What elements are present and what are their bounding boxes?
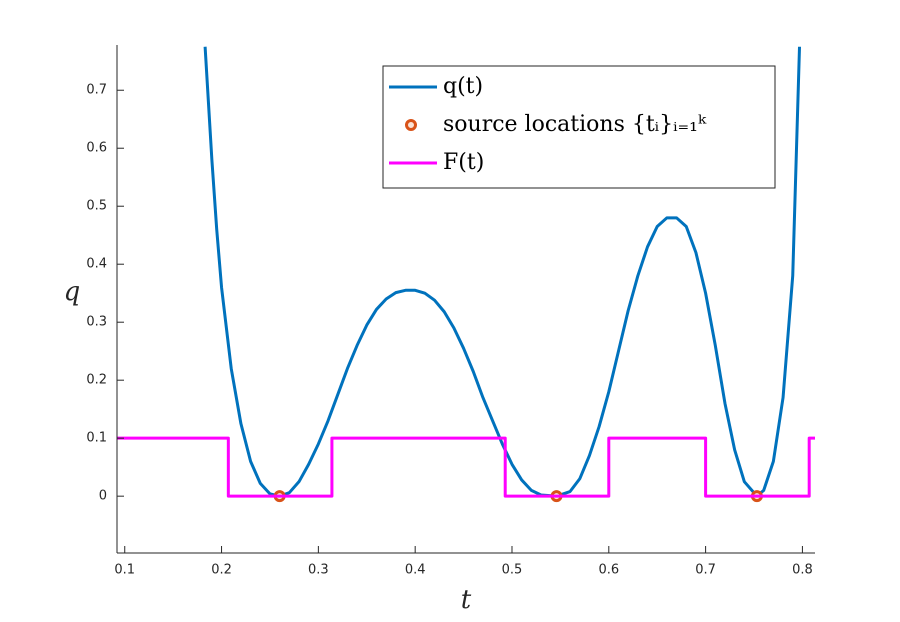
plot-area [117, 46, 815, 503]
y-axis-label: q [64, 277, 81, 307]
y-tick-label: 0.2 [86, 373, 107, 388]
legend-marker [405, 119, 417, 131]
y-tick-label: 0.3 [86, 315, 107, 330]
legend: q(t) source locations {tᵢ}ᵢ₌₁ᵏ F(t) [382, 65, 776, 189]
y-tick-label: 0.7 [86, 83, 107, 98]
series-line [203, 46, 802, 498]
legend-label: source locations {tᵢ}ᵢ₌₁ᵏ [443, 112, 707, 137]
x-tick-label: 0.4 [405, 563, 426, 578]
x-tick-label: 0.1 [114, 563, 135, 578]
x-tick-label: 0.3 [308, 563, 329, 578]
y-tick-label: 0 [99, 489, 107, 504]
y-tick-label: 0.6 [86, 141, 107, 156]
x-tick-label: 0.6 [598, 563, 619, 578]
x-tick-label: 0.5 [502, 563, 523, 578]
x-tick-label: 0.8 [792, 563, 813, 578]
legend-box [382, 65, 776, 189]
x-tick-label: 0.7 [695, 563, 716, 578]
series-line [117, 436, 815, 498]
x-tick-label: 0.2 [211, 563, 232, 578]
y-tick-label: 0.1 [86, 431, 107, 446]
x-axis-label: t [461, 585, 472, 615]
legend-label: F(t) [443, 150, 484, 175]
y-tick-label: 0.4 [86, 257, 107, 272]
y-tick-label: 0.5 [86, 199, 107, 214]
legend-label: q(t) [443, 74, 483, 99]
